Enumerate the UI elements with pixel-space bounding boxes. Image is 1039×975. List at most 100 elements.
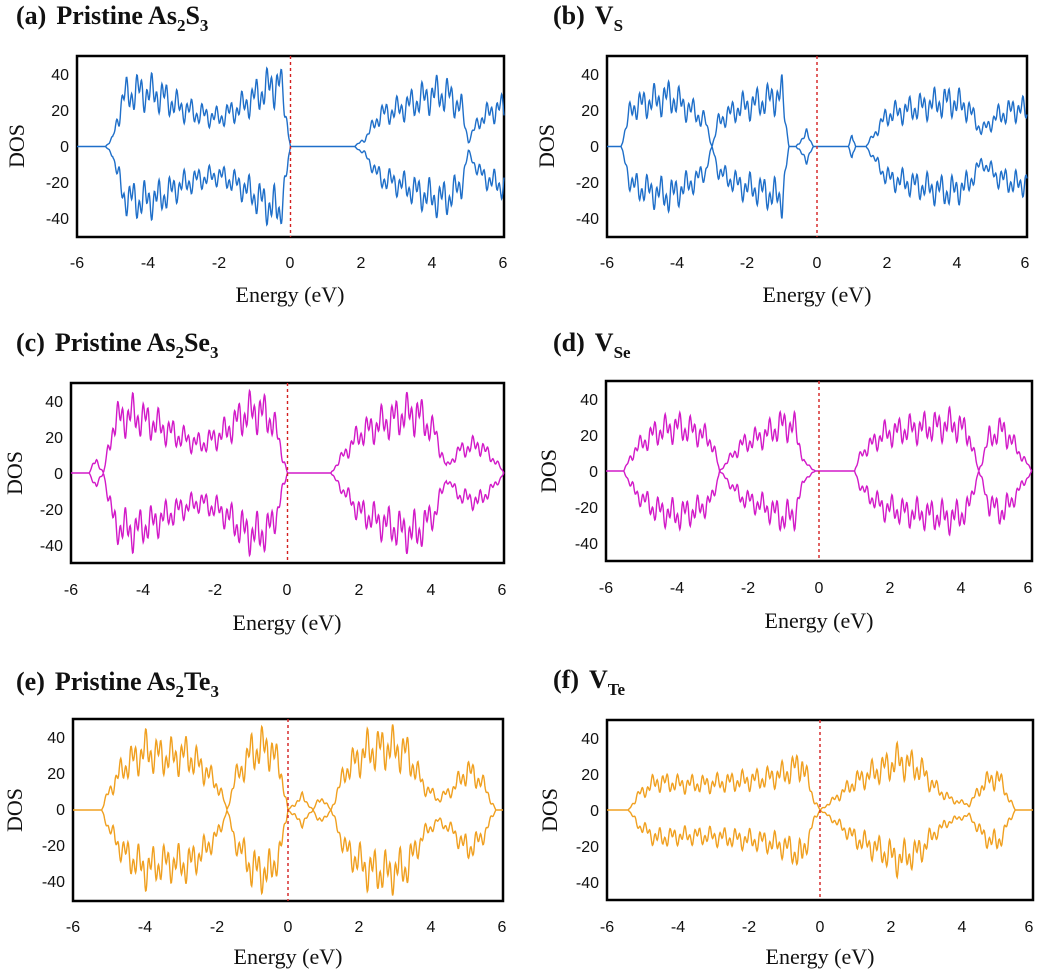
panel-e-ytick-neg20: -20 bbox=[42, 838, 65, 855]
panel-a-xtick-neg2: -2 bbox=[212, 255, 226, 272]
panel-d-xtick-2: 2 bbox=[886, 580, 895, 597]
panel-c-ytick-20: 20 bbox=[45, 430, 63, 447]
panel-e-ylabel: DOS bbox=[2, 788, 27, 832]
panel-a-title: (a) Pristine As2S3 bbox=[16, 1, 208, 35]
panel-a-xtick-neg4: -4 bbox=[141, 255, 155, 272]
panel-c-xtick-neg2: -2 bbox=[208, 582, 222, 599]
panel-e-xtick-4: 4 bbox=[427, 919, 436, 936]
panel-c-xtick-4: 4 bbox=[427, 582, 436, 599]
panel-a-xtick-6: 6 bbox=[499, 255, 508, 272]
panel-b-xlabel: Energy (eV) bbox=[763, 282, 872, 307]
panel-b-ytick-neg20: -20 bbox=[576, 175, 599, 192]
panel-e-ytick-neg40: -40 bbox=[42, 874, 65, 891]
panel-b-ylabel: DOS bbox=[534, 124, 559, 168]
panel-d-title: (d) VSe bbox=[553, 328, 631, 362]
panel-c-ytick-neg20: -20 bbox=[40, 502, 63, 519]
panel-e-ytick-20: 20 bbox=[47, 766, 65, 783]
panel-f-ylabel: DOS bbox=[537, 788, 562, 832]
panel-f-xtick-0: 0 bbox=[816, 919, 825, 936]
panel-e-xtick-neg4: -4 bbox=[138, 919, 152, 936]
panel-c-xlabel: Energy (eV) bbox=[233, 610, 342, 635]
panel-b-xtick-2: 2 bbox=[883, 255, 892, 272]
panel-e-xtick-neg6: -6 bbox=[66, 919, 80, 936]
panel-a-xtick-neg6: -6 bbox=[70, 255, 84, 272]
panel-d-xtick-neg4: -4 bbox=[670, 580, 684, 597]
panel-c-title: (c) Pristine As2Se3 bbox=[16, 328, 218, 362]
panel-f-title: (f) VTe bbox=[553, 665, 626, 699]
panel-d-xtick-neg6: -6 bbox=[599, 580, 613, 597]
panel-e-xtick-6: 6 bbox=[498, 919, 507, 936]
panel-d-ylabel: DOS bbox=[536, 449, 561, 493]
panel-f-xtick-4: 4 bbox=[958, 919, 967, 936]
panel-a-xlabel: Energy (eV) bbox=[236, 282, 345, 307]
panel-c: (c) Pristine As2Se3 40 20 0 -20 -40 -6 -4… bbox=[2, 328, 507, 635]
panel-d-xtick-6: 6 bbox=[1024, 580, 1033, 597]
panel-c-xtick-0: 0 bbox=[283, 582, 292, 599]
panel-d: (d) VSe 40 20 0 -20 -40 -6 -4 -2 0 2 4 6 … bbox=[536, 328, 1034, 633]
panel-f-xlabel: Energy (eV) bbox=[766, 944, 875, 969]
panel-c-xtick-2: 2 bbox=[355, 582, 364, 599]
panel-b-xtick-4: 4 bbox=[953, 255, 962, 272]
panel-e-ytick-40: 40 bbox=[47, 730, 65, 747]
panel-b-xtick-neg4: -4 bbox=[670, 255, 684, 272]
panel-f-ytick-20: 20 bbox=[581, 767, 599, 784]
panel-c-ytick-0: 0 bbox=[54, 466, 63, 483]
panel-c-ytick-40: 40 bbox=[45, 394, 63, 411]
panel-a-ytick-neg20: -20 bbox=[46, 175, 69, 192]
panel-d-xtick-neg2: -2 bbox=[741, 580, 755, 597]
panel-a-xtick-2: 2 bbox=[357, 255, 366, 272]
panel-f-xtick-neg6: -6 bbox=[600, 919, 614, 936]
panel-e-title: (e) Pristine As2Te3 bbox=[16, 667, 219, 701]
panel-f-ytick-neg20: -20 bbox=[576, 839, 599, 856]
panel-a-ytick-0: 0 bbox=[60, 139, 69, 156]
panel-f-xtick-neg4: -4 bbox=[671, 919, 685, 936]
panel-b-xtick-neg6: -6 bbox=[600, 255, 614, 272]
panel-f-ytick-40: 40 bbox=[581, 731, 599, 748]
panel-c-xtick-neg6: -6 bbox=[64, 582, 78, 599]
panel-c-ylabel: DOS bbox=[2, 451, 27, 495]
panel-b-ytick-20: 20 bbox=[581, 103, 599, 120]
panel-d-xtick-4: 4 bbox=[957, 580, 966, 597]
panel-c-xtick-6: 6 bbox=[498, 582, 507, 599]
panel-b: (b) VS 40 20 0 -20 -40 -6 -4 -2 0 2 4 6 E… bbox=[534, 1, 1030, 307]
panel-b-title: (b) VS bbox=[553, 1, 623, 35]
panel-e-xtick-neg2: -2 bbox=[210, 919, 224, 936]
panel-a-ylabel: DOS bbox=[4, 124, 29, 168]
panel-e-xtick-2: 2 bbox=[355, 919, 364, 936]
panel-f: (f) VTe 40 20 0 -20 -40 -6 -4 -2 0 2 4 6 … bbox=[537, 665, 1035, 969]
panel-f-ytick-neg40: -40 bbox=[576, 875, 599, 892]
panel-e-xlabel: Energy (eV) bbox=[234, 944, 343, 969]
panel-f-plot-area bbox=[605, 718, 1035, 902]
panel-a-xtick-4: 4 bbox=[428, 255, 437, 272]
panel-f-xtick-6: 6 bbox=[1025, 919, 1034, 936]
panel-b-xtick-6: 6 bbox=[1021, 255, 1030, 272]
panel-b-xtick-neg2: -2 bbox=[740, 255, 754, 272]
panel-a-ytick-neg40: -40 bbox=[46, 211, 69, 228]
panel-c-xtick-neg4: -4 bbox=[136, 582, 150, 599]
panel-a-xtick-0: 0 bbox=[286, 255, 295, 272]
panel-d-ytick-neg20: -20 bbox=[575, 500, 598, 517]
panel-b-ytick-40: 40 bbox=[581, 67, 599, 84]
panel-d-xlabel: Energy (eV) bbox=[765, 608, 874, 633]
panel-c-plot-area bbox=[69, 381, 506, 565]
panel-f-xtick-neg2: -2 bbox=[742, 919, 756, 936]
panel-b-plot-area bbox=[605, 54, 1029, 239]
panel-d-plot-area bbox=[604, 379, 1034, 563]
panel-e-plot-area bbox=[71, 717, 505, 903]
panel-d-ytick-20: 20 bbox=[580, 428, 598, 445]
panel-d-ytick-40: 40 bbox=[580, 392, 598, 409]
panel-b-ytick-0: 0 bbox=[590, 139, 599, 156]
panel-e-xtick-0: 0 bbox=[284, 919, 293, 936]
panel-b-xtick-0: 0 bbox=[813, 255, 822, 272]
panel-a: (a) Pristine As2S3 40 20 0 -20 -40 -6 -4 … bbox=[4, 1, 508, 307]
panel-a-ytick-40: 40 bbox=[51, 67, 69, 84]
panel-a-plot-area bbox=[75, 54, 506, 239]
panel-f-ytick-0: 0 bbox=[590, 803, 599, 820]
panel-e: (e) Pristine As2Te3 40 20 0 -20 -40 -6 -4… bbox=[2, 667, 507, 969]
panel-f-xtick-2: 2 bbox=[887, 919, 896, 936]
panel-c-ytick-neg40: -40 bbox=[40, 538, 63, 555]
panel-a-ytick-20: 20 bbox=[51, 103, 69, 120]
panel-d-ytick-neg40: -40 bbox=[575, 536, 598, 553]
panel-e-ytick-0: 0 bbox=[56, 802, 65, 819]
